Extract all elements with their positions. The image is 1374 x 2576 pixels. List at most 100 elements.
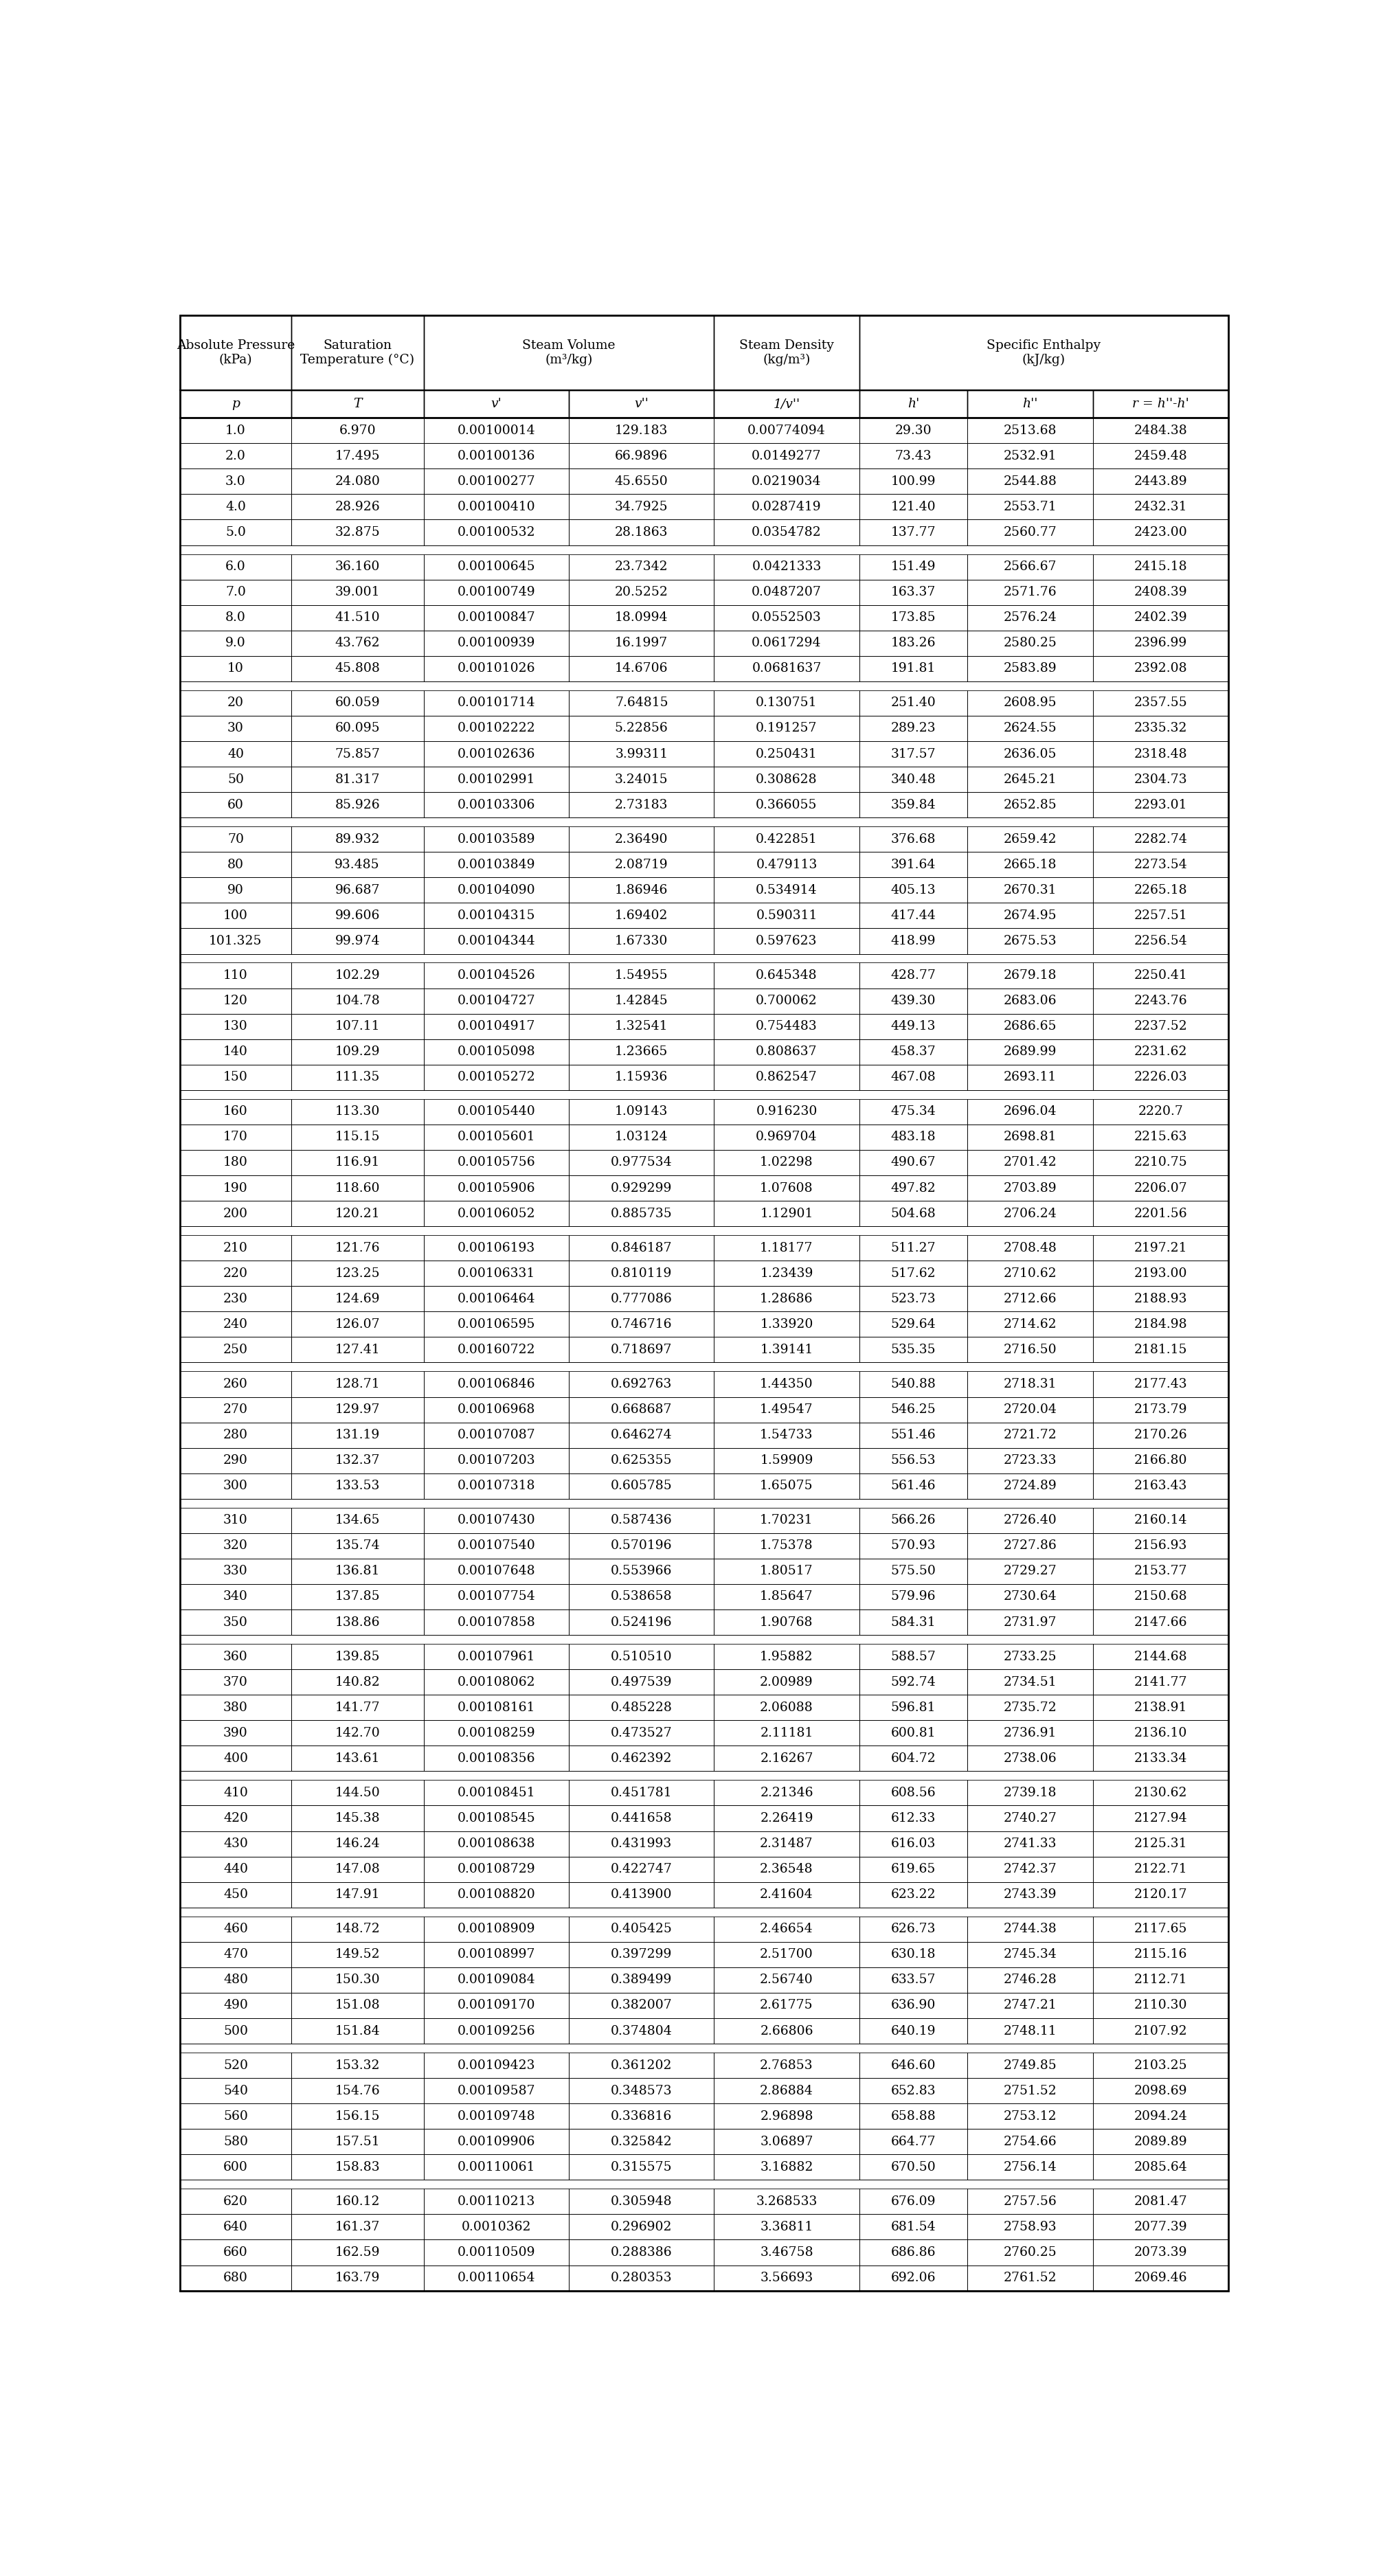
Text: 101.325: 101.325 — [209, 935, 262, 948]
Text: 2144.68: 2144.68 — [1134, 1651, 1187, 1662]
Bar — [859, 1311, 967, 1337]
Text: 2698.81: 2698.81 — [1003, 1131, 1057, 1144]
Text: 2160.14: 2160.14 — [1134, 1515, 1187, 1528]
Bar — [423, 1473, 569, 1499]
Text: 664.77: 664.77 — [890, 2136, 936, 2148]
Bar — [859, 1175, 967, 1200]
Bar — [714, 1311, 859, 1337]
Bar — [967, 554, 1092, 580]
Bar — [714, 2264, 859, 2290]
Text: 0.0010362: 0.0010362 — [462, 2221, 532, 2233]
Text: 2107.92: 2107.92 — [1134, 2025, 1187, 2038]
Text: 420: 420 — [223, 1811, 247, 1824]
Text: 0.645348: 0.645348 — [756, 969, 818, 981]
Text: 1.70231: 1.70231 — [760, 1515, 813, 1528]
Bar — [714, 1123, 859, 1149]
Bar — [1092, 1422, 1228, 1448]
Bar — [291, 2154, 423, 2179]
Bar — [291, 2190, 423, 2215]
Text: 2273.54: 2273.54 — [1134, 858, 1187, 871]
Bar — [714, 657, 859, 680]
Text: 2553.71: 2553.71 — [1003, 500, 1057, 513]
Bar — [714, 1643, 859, 1669]
Bar — [180, 2154, 291, 2179]
Text: 0.00100645: 0.00100645 — [458, 562, 536, 572]
Bar — [291, 389, 423, 417]
Bar — [291, 1610, 423, 1636]
Text: 0.00109170: 0.00109170 — [458, 1999, 536, 2012]
Text: 153.32: 153.32 — [335, 2058, 379, 2071]
Bar — [714, 1473, 859, 1499]
Bar — [859, 902, 967, 927]
Text: 132.37: 132.37 — [335, 1455, 379, 1466]
Bar — [423, 1917, 569, 1942]
Bar — [1092, 1806, 1228, 1832]
Text: 2.46654: 2.46654 — [760, 1922, 813, 1935]
Text: 1.44350: 1.44350 — [760, 1378, 813, 1391]
Text: 575.50: 575.50 — [890, 1566, 936, 1577]
Bar — [1092, 1747, 1228, 1772]
Bar — [967, 1695, 1092, 1721]
Text: 2256.54: 2256.54 — [1134, 935, 1187, 948]
Bar — [1092, 1643, 1228, 1669]
Bar — [569, 1311, 714, 1337]
Text: 1.28686: 1.28686 — [760, 1293, 813, 1306]
Text: 2201.56: 2201.56 — [1134, 1208, 1187, 1218]
Text: 2170.26: 2170.26 — [1134, 1430, 1187, 1440]
Text: 289.23: 289.23 — [890, 721, 936, 734]
Text: 0.00104090: 0.00104090 — [458, 884, 536, 896]
Bar — [1092, 1533, 1228, 1558]
Bar — [714, 791, 859, 817]
Bar — [180, 1721, 291, 1747]
Bar — [859, 1695, 967, 1721]
Bar — [291, 520, 423, 546]
Bar — [1092, 389, 1228, 417]
Text: 141.77: 141.77 — [335, 1700, 379, 1713]
Bar — [714, 389, 859, 417]
Bar — [714, 1780, 859, 1806]
Bar — [859, 927, 967, 953]
Text: 2459.48: 2459.48 — [1134, 451, 1187, 461]
Bar — [180, 1917, 291, 1942]
Text: 460: 460 — [224, 1922, 247, 1935]
Text: 163.37: 163.37 — [890, 587, 936, 598]
Bar — [1092, 605, 1228, 631]
Text: 2120.17: 2120.17 — [1134, 1888, 1187, 1901]
Text: 4.0: 4.0 — [225, 500, 246, 513]
Bar — [859, 1422, 967, 1448]
Bar — [180, 853, 291, 878]
Text: 0.00105272: 0.00105272 — [458, 1072, 536, 1084]
Bar — [569, 469, 714, 495]
Bar — [1092, 469, 1228, 495]
Bar — [1092, 1695, 1228, 1721]
Text: v'': v'' — [635, 397, 649, 410]
Bar — [714, 520, 859, 546]
Bar — [291, 1234, 423, 1260]
Bar — [967, 1507, 1092, 1533]
Bar — [569, 1610, 714, 1636]
Text: 0.00105098: 0.00105098 — [458, 1046, 536, 1059]
Text: p: p — [231, 397, 239, 410]
Bar — [180, 2105, 291, 2128]
Text: 151.08: 151.08 — [335, 1999, 379, 2012]
Text: 0.00107858: 0.00107858 — [458, 1615, 536, 1628]
Text: 0.00105601: 0.00105601 — [458, 1131, 536, 1144]
Bar — [1092, 1396, 1228, 1422]
Text: Saturation
Temperature (°C): Saturation Temperature (°C) — [301, 340, 415, 366]
Bar — [859, 1806, 967, 1832]
Bar — [569, 657, 714, 680]
Bar — [180, 1012, 291, 1038]
Bar — [423, 1942, 569, 1968]
Text: 45.808: 45.808 — [335, 662, 381, 675]
Text: 1.03124: 1.03124 — [614, 1131, 668, 1144]
Bar — [859, 1448, 967, 1473]
Text: 127.41: 127.41 — [335, 1345, 379, 1355]
Bar — [180, 1234, 291, 1260]
Text: 0.280353: 0.280353 — [610, 2272, 672, 2285]
Text: 2073.39: 2073.39 — [1134, 2246, 1187, 2259]
Bar — [291, 768, 423, 791]
Text: 3.99311: 3.99311 — [616, 747, 668, 760]
Text: 2731.97: 2731.97 — [1003, 1615, 1057, 1628]
Bar — [1092, 2079, 1228, 2105]
Text: 1.0: 1.0 — [225, 425, 246, 438]
